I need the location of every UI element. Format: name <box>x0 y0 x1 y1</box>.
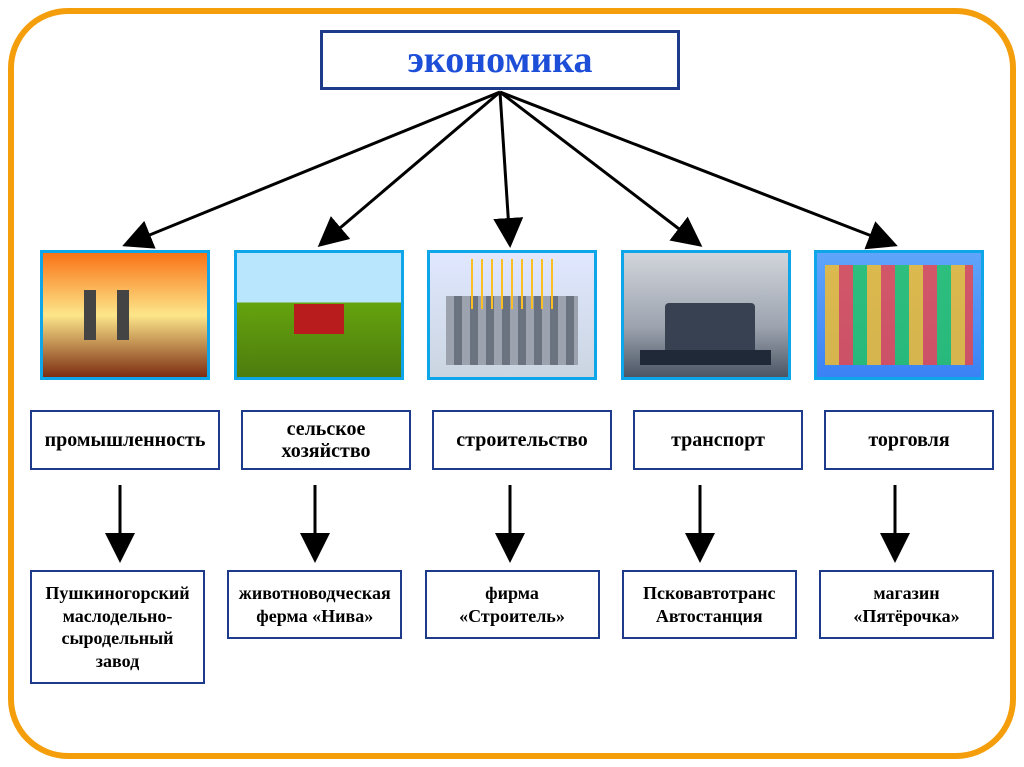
label-agriculture: сельское хозяйство <box>241 410 411 470</box>
image-agriculture <box>234 250 404 380</box>
title-text: экономика <box>407 38 592 82</box>
example-industry: Пушкиногорский маслодельно- сыродельный … <box>30 570 205 684</box>
image-industry <box>40 250 210 380</box>
example-row: Пушкиногорский маслодельно- сыродельный … <box>30 570 994 684</box>
example-construction: фирма «Строитель» <box>425 570 600 639</box>
image-trade <box>814 250 984 380</box>
label-construction: строительство <box>432 410 612 470</box>
label-transport: транспорт <box>633 410 803 470</box>
image-construction <box>427 250 597 380</box>
title-box: экономика <box>320 30 680 90</box>
image-row <box>40 250 984 380</box>
image-transport <box>621 250 791 380</box>
label-industry: промышленность <box>30 410 220 470</box>
example-trade: магазин «Пятёрочка» <box>819 570 994 639</box>
label-trade: торговля <box>824 410 994 470</box>
example-transport: Псковавтотранс Автостанция <box>622 570 797 639</box>
label-row: промышленность сельское хозяйство строит… <box>30 410 994 470</box>
example-agriculture: животноводческая ферма «Нива» <box>227 570 402 639</box>
